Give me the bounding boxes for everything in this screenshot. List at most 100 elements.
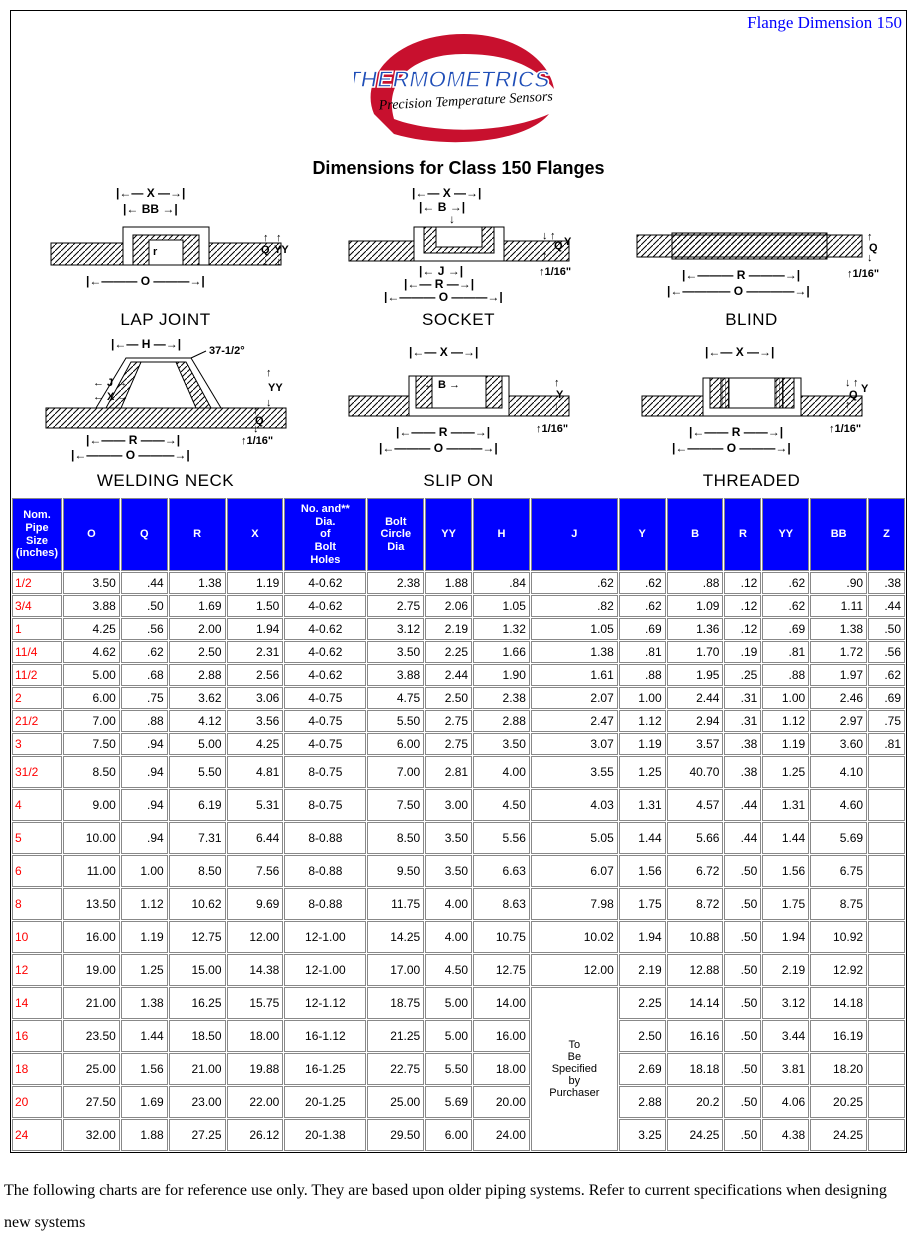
cell: .50 [868,618,905,640]
cell: 5.00 [425,987,472,1019]
svg-text:YY: YY [274,244,289,256]
cell: 17.00 [367,954,424,986]
cell: 11.00 [63,855,120,887]
col-header: BB [810,498,867,571]
diagram-label: SOCKET [312,310,605,330]
cell [868,1020,905,1052]
cell: 21.00 [63,987,120,1019]
cell: 4.00 [473,756,530,788]
svg-text:↓: ↓ [542,230,548,242]
table-row: 11/25.00.682.882.564-0.623.882.441.901.6… [12,664,905,686]
cell: 3.55 [531,756,618,788]
cell: 20.2 [667,1086,724,1118]
svg-text:Q: Q [261,244,270,256]
col-header: O [63,498,120,571]
cell: 2.75 [425,733,472,755]
cell: 1.75 [762,888,809,920]
cell: 5.66 [667,822,724,854]
cell-size: 12 [12,954,62,986]
cell: 2.19 [762,954,809,986]
cell: 16-1.12 [284,1020,366,1052]
cell: 3.56 [227,710,284,732]
main-title: Dimensions for Class 150 Flanges [11,158,906,179]
cell: 22.75 [367,1053,424,1085]
table-row: 37.50.945.004.254-0.756.002.753.503.071.… [12,733,905,755]
cell: 1.50 [227,595,284,617]
cell: .62 [121,641,168,663]
cell: .50 [724,921,761,953]
svg-text:|←— X —→|: |←— X —→| [705,345,774,359]
cell-size: 6 [12,855,62,887]
cell: 22.00 [227,1086,284,1118]
diagram-label: THREADED [605,471,898,491]
cell: 1.11 [810,595,867,617]
cell: 3.07 [531,733,618,755]
col-header: Z [868,498,905,571]
cell: .50 [724,1086,761,1118]
svg-text:↑: ↑ [554,377,560,389]
dimensions-table: Nom.PipeSize(inches)OQRXNo. and**Dia.ofB… [11,497,906,1152]
cell: 2.88 [619,1086,666,1118]
cell: 1.72 [810,641,867,663]
cell-size: 8 [12,888,62,920]
cell: 1.94 [762,921,809,953]
cell: 26.12 [227,1119,284,1151]
svg-text:↓: ↓ [253,423,259,435]
cell: .88 [619,664,666,686]
svg-text:← B →: ← B → [424,379,460,391]
svg-text:↑: ↑ [542,250,548,262]
cell: 6.00 [425,1119,472,1151]
cell: 2.47 [531,710,618,732]
svg-text:↑: ↑ [266,367,272,379]
cell: 7.50 [367,789,424,821]
cell: 4.10 [810,756,867,788]
cell: 2.94 [667,710,724,732]
table-row: 813.501.1210.629.698-0.8811.754.008.637.… [12,888,905,920]
cell: .75 [121,687,168,709]
cell: 4.62 [63,641,120,663]
cell: 8-0.88 [284,888,366,920]
cell: 6.07 [531,855,618,887]
cell: 29.50 [367,1119,424,1151]
cell: 1.25 [762,756,809,788]
cell: 7.31 [169,822,226,854]
cell-size: 10 [12,921,62,953]
cell: 3.60 [810,733,867,755]
cell: 1.94 [619,921,666,953]
cell: 2.56 [227,664,284,686]
cell: 2.19 [619,954,666,986]
cell: .94 [121,822,168,854]
cell: 3.57 [667,733,724,755]
svg-text:↑1/16": ↑1/16" [847,268,879,280]
cell: 2.31 [227,641,284,663]
cell: 4.06 [762,1086,809,1118]
cell: 12-1.00 [284,921,366,953]
cell: .50 [724,1053,761,1085]
cell: 1.00 [121,855,168,887]
cell: 3.50 [425,822,472,854]
cell: 2.75 [367,595,424,617]
cell: 24.25 [810,1119,867,1151]
table-header-row: Nom.PipeSize(inches)OQRXNo. and**Dia.ofB… [12,498,905,571]
cell: .88 [121,710,168,732]
cell: 2.06 [425,595,472,617]
col-header: R [169,498,226,571]
cell: 1.19 [121,921,168,953]
cell: 1.94 [227,618,284,640]
cell: 1.44 [121,1020,168,1052]
col-header: BoltCircleDia [367,498,424,571]
cell: 25.00 [367,1086,424,1118]
svg-text:↓: ↓ [867,252,873,264]
diagram-label: LAP JOINT [19,310,312,330]
cell: 8.50 [63,756,120,788]
cell: .25 [724,664,761,686]
cell: .62 [762,572,809,594]
cell [868,1119,905,1151]
cell: .56 [868,641,905,663]
cell: 5.31 [227,789,284,821]
cell: 8.50 [169,855,226,887]
col-header: J [531,498,618,571]
cell: 5.50 [169,756,226,788]
cell: .81 [619,641,666,663]
cell: 4-0.62 [284,664,366,686]
